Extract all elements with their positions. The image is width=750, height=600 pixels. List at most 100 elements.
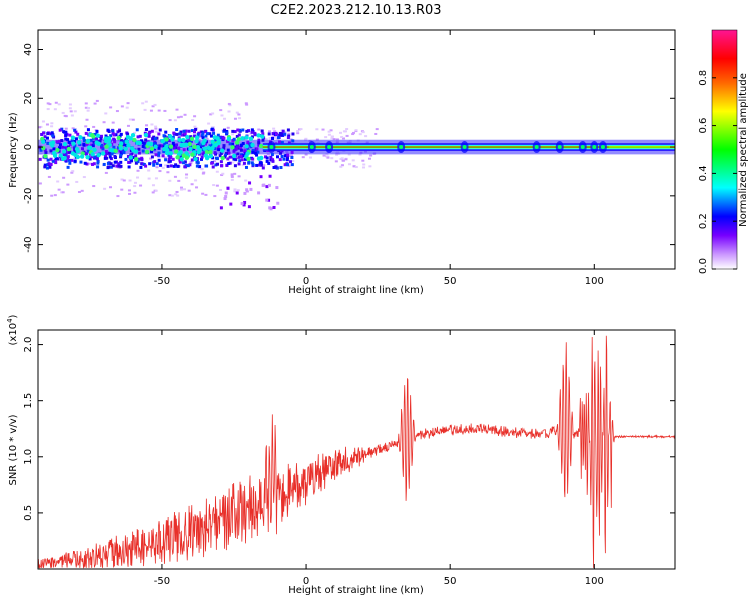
spectrogram-cell <box>183 142 189 147</box>
spectrogram-cell <box>100 143 104 147</box>
spectrogram-cell <box>175 190 179 193</box>
spectrogram-cell <box>183 159 187 162</box>
spectrogram-cell <box>120 188 124 191</box>
spectrogram-cell <box>173 119 177 122</box>
spectrogram-cell <box>49 163 53 167</box>
spectrogram-cell <box>267 132 271 136</box>
spectrogram-cell <box>259 175 263 179</box>
spectrogram-cell <box>77 191 81 194</box>
spectrogram-cell <box>118 141 124 146</box>
spectrogram-cell <box>212 184 216 187</box>
spectrogram-cell <box>161 144 165 148</box>
spectrogram-cell <box>216 133 220 137</box>
spectrogram-cell <box>462 145 467 150</box>
spectrogram-cell <box>303 138 307 141</box>
spectrogram-cell <box>202 151 206 155</box>
spectrogram-cell <box>150 155 154 159</box>
spectrogram-cell <box>119 139 123 143</box>
spectrogram-cell <box>580 145 585 150</box>
spectrogram-cell <box>163 142 167 146</box>
spectrogram-cell <box>128 179 132 182</box>
spectrogram-cell <box>172 164 176 168</box>
spectrogram-cell <box>177 137 182 143</box>
snr-y-scale-base: (x10 <box>8 323 19 346</box>
spectrogram-cell <box>64 137 68 141</box>
spectrogram-cell <box>251 150 255 154</box>
spectrogram-cell <box>58 128 62 132</box>
y-tick-label: 0.5 <box>23 505 34 521</box>
spectrogram-cell <box>75 180 79 183</box>
x-tick-label: 50 <box>444 576 457 587</box>
spectrogram-cell <box>347 153 351 156</box>
spectrogram-cell <box>286 153 290 157</box>
spectrogram-cell <box>129 153 133 157</box>
spectrogram-cell <box>50 194 54 197</box>
spectrogram-cell <box>241 128 245 132</box>
spectrogram-cell <box>113 148 118 154</box>
spectrogram-cell <box>62 141 68 147</box>
spectrogram-cell <box>177 146 181 150</box>
spectrogram-cell <box>228 104 232 107</box>
spectrogram-cell <box>69 142 73 146</box>
spectrogram-cell <box>226 186 230 190</box>
spectrogram-cell <box>276 136 280 140</box>
spectrogram-cell <box>367 157 371 160</box>
spectrogram-cell <box>58 143 62 147</box>
spectrogram-cell <box>250 135 254 139</box>
y-tick-label: 0 <box>23 144 34 150</box>
spectrogram-cell <box>213 195 217 198</box>
spectrogram-cell <box>92 185 96 188</box>
spectrogram-cell <box>190 152 195 157</box>
spectrogram-cell <box>234 140 240 145</box>
spectrogram-cell <box>76 140 82 145</box>
spectrogram-cell <box>66 146 72 152</box>
spectrogram-cell <box>143 108 147 111</box>
spectrogram-cell <box>200 134 204 138</box>
spectrogram-cell <box>169 164 173 168</box>
spectrogram-cell <box>258 161 262 165</box>
spectrogram-cell <box>281 133 285 137</box>
spectrogram-cell <box>251 163 255 167</box>
spectrogram-cell <box>55 140 59 144</box>
spectrogram-cell <box>154 130 158 133</box>
spectrogram-cell <box>223 128 227 132</box>
spectrogram-cell <box>290 154 294 157</box>
spectrogram-cell <box>141 144 145 148</box>
spectrogram-cell <box>257 143 261 147</box>
spectrogram-cell <box>175 108 179 111</box>
spectrogram-cell <box>225 129 229 133</box>
spectrogram-cell <box>61 191 65 194</box>
spectrogram-cell <box>190 158 194 162</box>
spectrogram-cell <box>238 145 242 149</box>
spectrogram-cell <box>168 119 172 122</box>
spectrogram-cell <box>112 137 116 141</box>
spectrogram-cell <box>85 162 89 166</box>
spectrogram-cell <box>182 161 186 165</box>
spectrogram-cell <box>200 155 204 159</box>
spectrogram-cell <box>187 189 191 192</box>
spectrogram-cell <box>43 163 47 167</box>
spectrogram-cell <box>79 154 85 159</box>
spectrogram-cell <box>279 151 283 155</box>
spectrogram-cell <box>170 194 174 197</box>
spectrogram-cell <box>43 135 47 139</box>
spectrogram-cell <box>233 130 237 134</box>
spectrogram-cell <box>237 175 241 178</box>
spectrogram-cell <box>155 136 159 140</box>
spectrogram-cell <box>235 134 239 138</box>
spectrogram-cell <box>247 161 251 165</box>
spectrogram-cell <box>347 163 351 166</box>
spectrogram-cell <box>82 136 86 140</box>
spectrogram-cell <box>101 147 105 151</box>
spectrogram-cell <box>194 138 199 144</box>
spectrogram-cell <box>164 137 169 142</box>
spectrogram-cell <box>115 110 119 113</box>
spectrogram-x-ticks: -50 0 50 100 <box>154 30 604 287</box>
spectrogram-cell <box>329 129 333 132</box>
spectrogram-cell <box>150 123 154 126</box>
snr-y-scale-label: (x104) <box>6 314 19 345</box>
spectrogram-cell <box>183 188 187 191</box>
spectrogram-cell <box>290 155 294 159</box>
spectrogram-cell <box>278 131 282 135</box>
spectrogram-cell <box>118 127 122 130</box>
